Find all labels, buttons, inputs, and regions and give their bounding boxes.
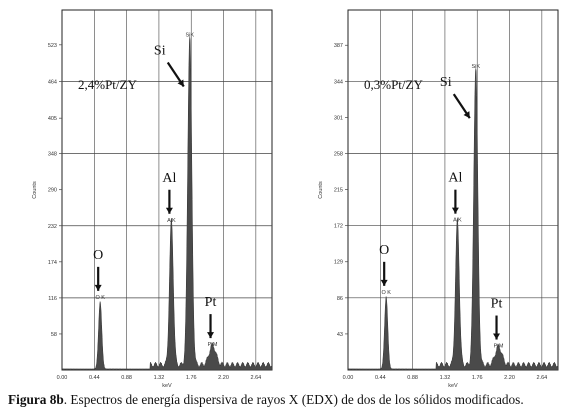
spectrum-area xyxy=(61,36,273,371)
peak-annotation: AlK xyxy=(453,218,462,224)
edx-spectrum-right: 43 86 129 172 215 258 301 344 387 0.00 0.44 0.88 1.3… xyxy=(294,6,562,389)
peak-annotation: AlK xyxy=(167,218,176,224)
plot-area xyxy=(347,9,559,371)
y-tick-label: 172 xyxy=(334,224,343,230)
peak-label-si: Si xyxy=(154,43,166,58)
x-tick-label: 2.20 xyxy=(218,375,229,381)
peak-annotation: PtM xyxy=(208,342,218,348)
x-tick-label: 2.20 xyxy=(504,375,515,381)
edx-spectrum-left: 58 116 174 232 290 348 405 464 523 0.00 0.44 0.88 1.… xyxy=(8,6,276,389)
peak-label-si: Si xyxy=(440,75,452,90)
spectrum-area xyxy=(347,68,559,371)
figure-caption-text: . Espectros de energía dispersiva de ray… xyxy=(63,392,524,407)
peak-label-o: O xyxy=(379,243,389,258)
sample-label: 2,4%Pt/ZY xyxy=(78,77,137,92)
peak-annotation: O K xyxy=(381,290,391,296)
y-tick-label: 387 xyxy=(334,43,343,49)
peak-label-o: O xyxy=(93,248,103,263)
x-axis-title: keV xyxy=(448,383,458,388)
y-tick-label: 174 xyxy=(48,260,57,266)
peak-annotation: SiK xyxy=(185,32,194,38)
peak-arrow-head xyxy=(207,332,215,339)
sample-label: 0,3%Pt/ZY xyxy=(364,77,423,92)
peak-arrow-head xyxy=(165,207,173,214)
y-tick-label: 344 xyxy=(334,79,343,85)
figure-caption: Figura 8b. Espectros de energía dispersi… xyxy=(8,392,578,408)
y-tick-label: 86 xyxy=(337,296,343,302)
y-axis-title: Counts xyxy=(32,181,38,199)
plot-area xyxy=(61,9,273,371)
x-tick-label: 0.88 xyxy=(407,375,418,381)
y-tick-label: 258 xyxy=(334,151,343,157)
x-tick-label: 1.32 xyxy=(440,375,451,381)
peak-arrow-head xyxy=(94,284,102,291)
y-tick-label: 405 xyxy=(48,116,57,122)
y-tick-label: 116 xyxy=(48,296,57,302)
y-tick-label: 464 xyxy=(48,80,57,86)
y-tick-label: 215 xyxy=(334,188,343,194)
edx-chart-left-svg: 58 116 174 232 290 348 405 464 523 0.00 0.44 0.88 1.… xyxy=(32,9,273,389)
x-tick-label: 0.44 xyxy=(89,375,100,381)
peak-arrow-head xyxy=(451,207,459,214)
y-tick-label: 43 xyxy=(337,332,343,338)
x-tick-label: 1.76 xyxy=(186,375,197,381)
y-tick-label: 129 xyxy=(334,260,343,266)
peak-arrow-head xyxy=(493,333,501,340)
x-tick-label: 2.64 xyxy=(536,375,547,381)
y-tick-label: 290 xyxy=(48,188,57,194)
peak-label-al: Al xyxy=(162,171,176,186)
figure-caption-label: Figura 8b xyxy=(8,392,64,407)
y-axis-title: Counts xyxy=(318,181,324,199)
x-tick-label: 0.00 xyxy=(57,375,68,381)
edx-chart-right-svg: 43 86 129 172 215 258 301 344 387 0.00 0.44 0.88 1.3… xyxy=(318,9,559,389)
peak-label-pt: Pt xyxy=(491,297,503,312)
x-tick-label: 2.64 xyxy=(250,375,261,381)
y-tick-label: 232 xyxy=(48,224,57,230)
x-tick-label: 1.32 xyxy=(154,375,165,381)
x-tick-label: 0.00 xyxy=(343,375,354,381)
y-tick-label: 348 xyxy=(48,152,57,158)
x-tick-label: 0.44 xyxy=(375,375,386,381)
peak-label-pt: Pt xyxy=(205,295,217,310)
y-tick-label: 523 xyxy=(48,43,57,49)
peak-annotation: SiK xyxy=(471,64,480,70)
peak-arrow-head xyxy=(380,279,388,286)
y-tick-label: 58 xyxy=(51,332,57,338)
peak-label-al: Al xyxy=(448,171,462,186)
peak-arrow-head xyxy=(463,111,470,119)
x-tick-label: 0.88 xyxy=(121,375,132,381)
y-tick-label: 301 xyxy=(334,115,343,121)
x-axis-title: keV xyxy=(162,383,172,388)
x-tick-label: 1.76 xyxy=(472,375,483,381)
peak-arrow-head xyxy=(177,79,184,87)
peak-annotation: PtM xyxy=(494,344,504,350)
peak-annotation: O K xyxy=(95,295,105,301)
